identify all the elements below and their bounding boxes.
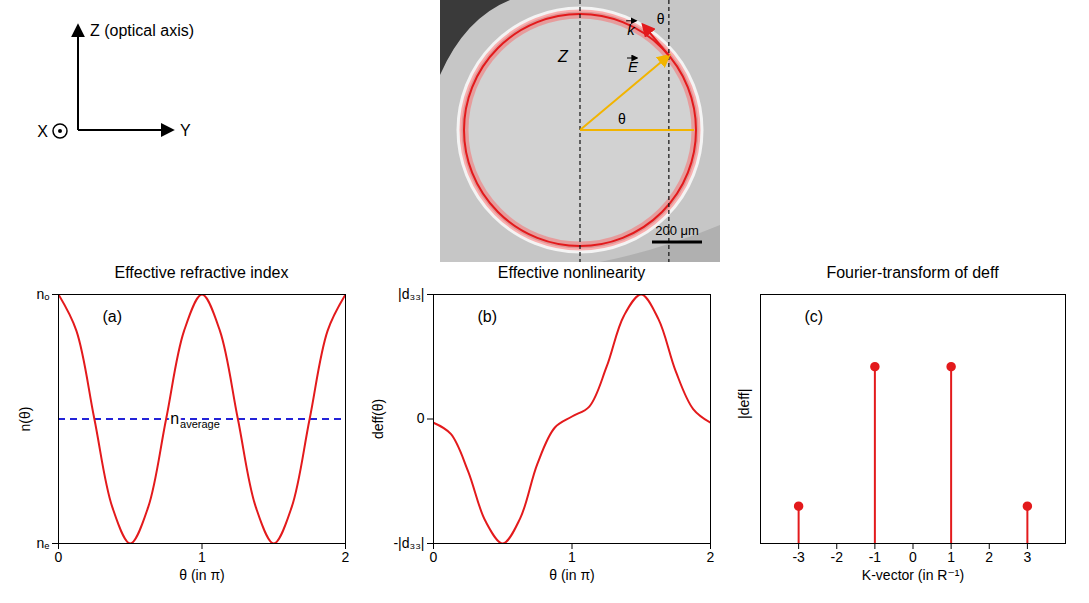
svg-text:(c): (c)	[805, 308, 824, 325]
svg-text:θ: θ	[657, 11, 665, 27]
svg-text:3: 3	[1023, 549, 1031, 565]
svg-text:θ: θ	[618, 111, 626, 127]
svg-text:|d₃₃|: |d₃₃|	[398, 286, 424, 302]
svg-text:-1: -1	[869, 549, 882, 565]
svg-text:K-vector (in R⁻¹): K-vector (in R⁻¹)	[862, 567, 964, 583]
svg-text:θ (in π): θ (in π)	[179, 567, 224, 583]
svg-text:n: n	[170, 410, 179, 427]
svg-text:X: X	[37, 123, 48, 140]
html-text:Effective refractive index: Effective refractive index	[114, 264, 289, 281]
svg-text:0: 0	[55, 549, 63, 565]
svg-text:2: 2	[342, 549, 350, 565]
svg-text:n(θ): n(θ)	[17, 407, 33, 432]
svg-text:200 μm: 200 μm	[655, 223, 699, 238]
svg-text:-3: -3	[792, 549, 805, 565]
svg-text:1: 1	[947, 549, 955, 565]
svg-text:average: average	[180, 418, 220, 430]
html-text:Fourier-transform of deff: Fourier-transform of deff	[826, 264, 999, 281]
svg-text:0: 0	[909, 549, 917, 565]
svg-text:deff(θ): deff(θ)	[370, 399, 386, 439]
svg-text:|deff|: |deff|	[736, 389, 752, 419]
svg-text:θ (in π): θ (in π)	[549, 567, 594, 583]
svg-text:(a): (a)	[103, 308, 123, 325]
svg-text:1: 1	[198, 549, 206, 565]
svg-text:-2: -2	[831, 549, 844, 565]
svg-text:k: k	[627, 21, 636, 38]
html-text:Effective nonlinearity: Effective nonlinearity	[497, 264, 646, 281]
svg-text:(b): (b)	[478, 308, 498, 325]
svg-text:2: 2	[985, 549, 993, 565]
svg-text:-|d₃₃|: -|d₃₃|	[393, 535, 424, 551]
svg-text:0: 0	[417, 410, 425, 426]
svg-text:Z: Z	[557, 48, 569, 65]
svg-text:Y: Y	[180, 122, 191, 139]
svg-text:2: 2	[707, 549, 715, 565]
svg-text:nₑ: nₑ	[37, 535, 50, 551]
svg-text:nₒ: nₒ	[36, 286, 49, 302]
svg-text:1: 1	[568, 549, 576, 565]
svg-text:0: 0	[430, 549, 438, 565]
svg-text:E: E	[628, 58, 639, 75]
svg-text:Z (optical axis): Z (optical axis)	[90, 22, 194, 39]
